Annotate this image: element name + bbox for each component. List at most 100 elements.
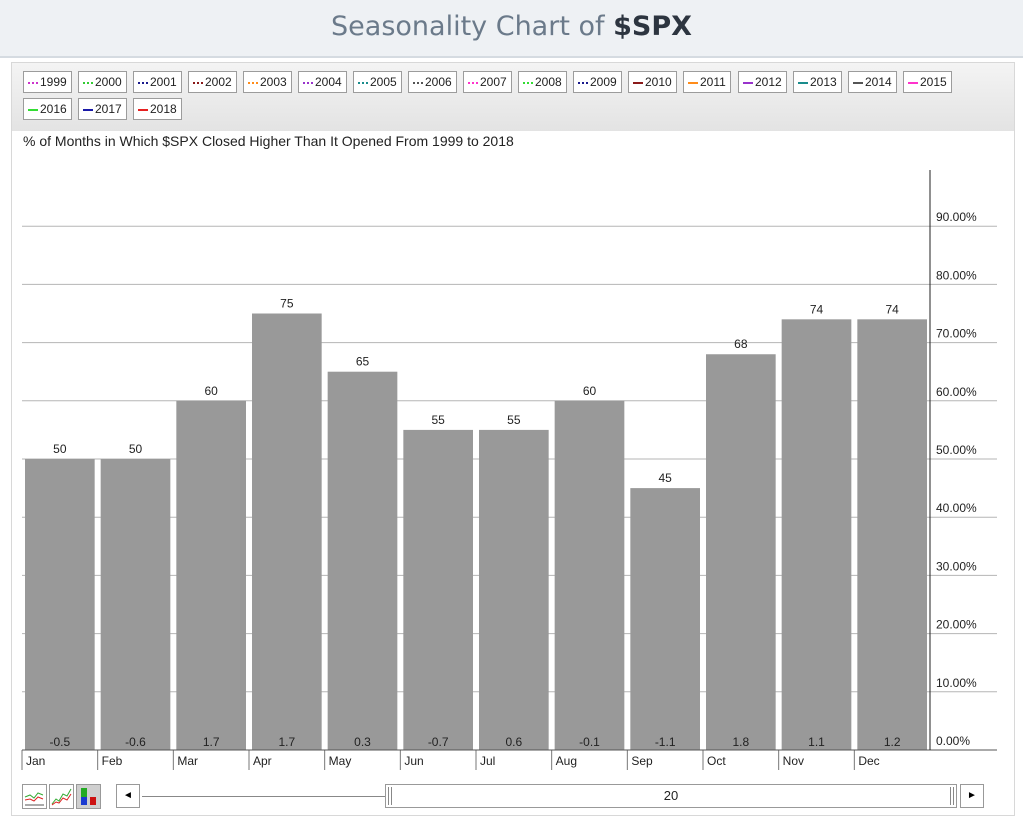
legend-label: 2008 (535, 75, 562, 89)
legend-swatch (523, 79, 533, 85)
legend-swatch (413, 79, 423, 85)
legend-swatch (83, 79, 93, 85)
legend-label: 2009 (590, 75, 617, 89)
bar (327, 371, 398, 750)
bar-value-label: 75 (280, 297, 294, 311)
bar-chart-view-icon[interactable] (76, 784, 101, 809)
bar (403, 429, 473, 750)
legend-swatch (138, 106, 148, 112)
bar (176, 400, 246, 750)
bar (554, 400, 625, 750)
legend-label: 2018 (150, 102, 177, 116)
bar (252, 313, 322, 750)
avg-change-label: 0.6 (505, 735, 522, 749)
legend-label: 2017 (95, 102, 122, 116)
legend-label: 2016 (40, 102, 67, 116)
legend-item-2006[interactable]: 2006 (408, 71, 457, 93)
legend-swatch (358, 79, 368, 85)
avg-change-label: 1.8 (732, 735, 749, 749)
page-header: Seasonality Chart of $SPX (0, 0, 1023, 58)
legend-swatch (28, 79, 38, 85)
x-tick-label: Jun (404, 754, 423, 768)
bar-value-label: 60 (583, 384, 597, 398)
legend-label: 2006 (425, 75, 452, 89)
x-tick-label: Mar (177, 754, 198, 768)
lookback-years-value: 20 (663, 788, 679, 803)
bar-value-label: 68 (734, 337, 748, 351)
line-chart-view-icon[interactable] (22, 784, 47, 809)
legend-item-2017[interactable]: 2017 (78, 98, 127, 120)
legend-label: 2010 (645, 75, 672, 89)
bar (706, 354, 776, 750)
slider-right-grip[interactable] (950, 787, 954, 805)
bar (100, 459, 171, 750)
scroll-right-button[interactable]: ► (960, 784, 984, 808)
legend-label: 2001 (150, 75, 177, 89)
legend-swatch (743, 79, 753, 85)
bar (781, 319, 852, 750)
legend-item-2007[interactable]: 2007 (463, 71, 512, 93)
legend-item-2000[interactable]: 2000 (78, 71, 127, 93)
legend-label: 2012 (755, 75, 782, 89)
legend-label: 2002 (205, 75, 232, 89)
x-tick-label: Jul (480, 754, 495, 768)
legend-label: 1999 (40, 75, 67, 89)
x-tick-label: Jan (26, 754, 45, 768)
avg-change-label: -0.6 (125, 735, 146, 749)
bar-value-label: 65 (356, 355, 370, 369)
scroll-left-button[interactable]: ◄ (116, 784, 140, 808)
legend-label: 2004 (315, 75, 342, 89)
legend-item-2005[interactable]: 2005 (353, 71, 402, 93)
legend-item-2015[interactable]: 2015 (903, 71, 952, 93)
y-tick-label: 30.00% (936, 559, 977, 573)
legend-swatch (688, 79, 698, 85)
legend-item-2013[interactable]: 2013 (793, 71, 842, 93)
bar (857, 319, 927, 750)
legend-item-2009[interactable]: 2009 (573, 71, 622, 93)
bar-value-label: 55 (507, 413, 521, 427)
y-tick-label: 70.00% (936, 327, 977, 341)
avg-change-label: 0.3 (354, 735, 371, 749)
legend-item-2008[interactable]: 2008 (518, 71, 567, 93)
bar (25, 459, 95, 750)
slider-left-grip[interactable] (388, 787, 392, 805)
legend-label: 2007 (480, 75, 507, 89)
legend-item-2018[interactable]: 2018 (133, 98, 182, 120)
legend-item-2011[interactable]: 2011 (683, 71, 731, 93)
range-slider-track-left (142, 796, 385, 797)
legend-swatch (138, 79, 148, 85)
bar-value-label: 50 (53, 442, 67, 456)
y-tick-label: 0.00% (936, 734, 970, 748)
x-tick-label: May (329, 754, 352, 768)
bar (479, 429, 549, 750)
legend-item-2010[interactable]: 2010 (628, 71, 677, 93)
performance-chart-view-icon[interactable] (49, 784, 74, 809)
bar-value-label: 50 (129, 442, 143, 456)
x-tick-label: Dec (858, 754, 879, 768)
avg-change-label: 1.2 (884, 735, 901, 749)
legend-item-2012[interactable]: 2012 (738, 71, 787, 93)
legend-swatch (853, 79, 863, 85)
legend-swatch (303, 79, 313, 85)
legend-item-2002[interactable]: 2002 (188, 71, 237, 93)
legend-item-2016[interactable]: 2016 (23, 98, 72, 120)
legend-label: 2011 (700, 75, 726, 89)
legend-item-2004[interactable]: 2004 (298, 71, 347, 93)
legend-item-2014[interactable]: 2014 (848, 71, 897, 93)
legend-item-2001[interactable]: 2001 (133, 71, 182, 93)
legend-swatch (578, 79, 588, 85)
bar-value-label: 55 (431, 413, 445, 427)
avg-change-label: -0.5 (49, 735, 70, 749)
y-tick-label: 10.00% (936, 676, 977, 690)
bar-value-label: 74 (810, 302, 824, 316)
lookback-range-slider[interactable]: 20 (385, 784, 957, 808)
legend-item-2003[interactable]: 2003 (243, 71, 292, 93)
x-tick-label: Oct (707, 754, 726, 768)
avg-change-label: 1.1 (808, 735, 825, 749)
legend-swatch (248, 79, 258, 85)
avg-change-label: -0.7 (428, 735, 449, 749)
legend-item-1999[interactable]: 1999 (23, 71, 72, 93)
legend-swatch (468, 79, 478, 85)
bar-value-label: 45 (658, 471, 672, 485)
y-tick-label: 20.00% (936, 618, 977, 632)
